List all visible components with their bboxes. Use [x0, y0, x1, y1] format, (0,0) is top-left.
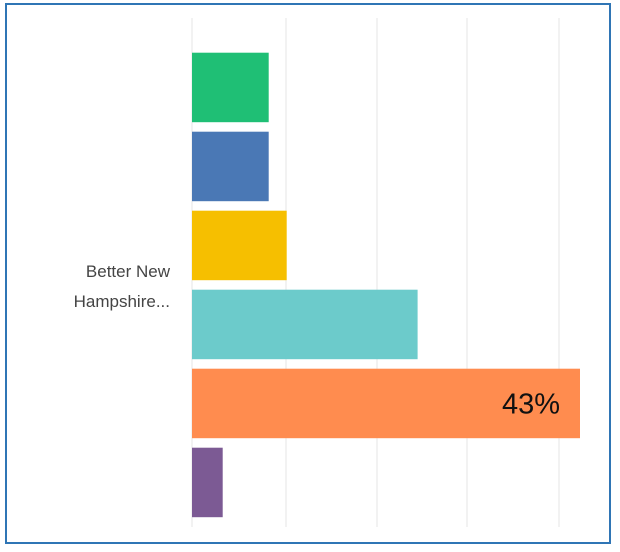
bar-3 — [192, 210, 287, 281]
category-label-line-1: Better New — [86, 262, 171, 281]
chart-frame — [5, 3, 611, 544]
bar-4 — [192, 289, 418, 360]
bar-1 — [192, 52, 269, 123]
labels: Better New Hampshire... 43% — [74, 262, 560, 421]
bar-5-data-label: 43% — [502, 389, 560, 421]
bar-5 — [192, 368, 580, 439]
category-label-line-2: Hampshire... — [74, 292, 170, 311]
bars — [192, 52, 580, 518]
bar-2 — [192, 131, 269, 202]
bar-6 — [192, 447, 223, 518]
